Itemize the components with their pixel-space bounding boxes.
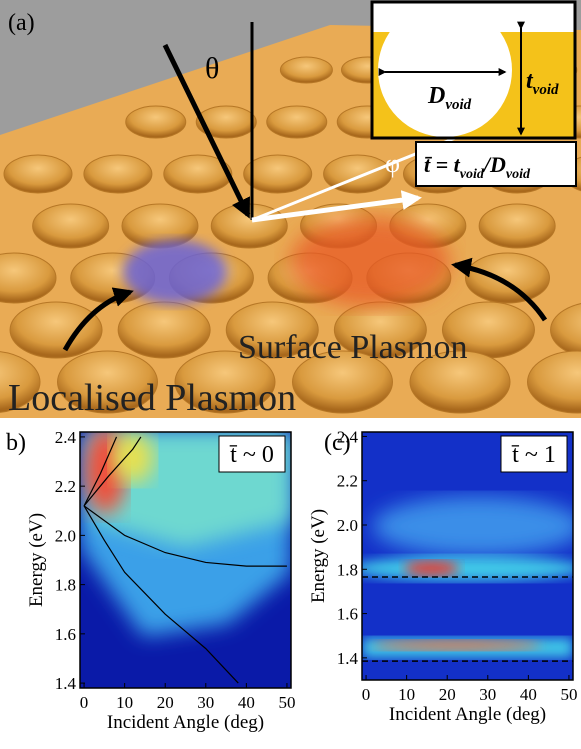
phi-label: φ: [385, 149, 400, 178]
x-axis-label: Incident Angle (deg): [389, 704, 546, 725]
surface-plasmon-label: Surface Plasmon: [238, 329, 467, 366]
x-tick-label: 30: [479, 685, 496, 704]
panel-label: b): [6, 430, 26, 456]
x-tick-label: 30: [197, 693, 214, 712]
dimple: [466, 253, 550, 303]
dimple: [126, 106, 186, 138]
dimple: [4, 155, 72, 193]
y-tick-label: 1.6: [55, 625, 76, 644]
x-axis-label: Incident Angle (deg): [107, 712, 264, 733]
annotation: t̄ ~ 0: [229, 442, 273, 468]
y-tick-label: 1.6: [337, 605, 358, 624]
void: [378, 3, 512, 137]
d-subscript: void: [445, 97, 471, 113]
panel-label: (a): [8, 10, 35, 36]
dimple: [479, 204, 555, 248]
figure: (a) θ φ Dvoid tvoid t̄ = tvoid/Dvoid Sur…: [0, 0, 581, 749]
dimple: [280, 57, 332, 83]
y-tick-label: 1.8: [337, 560, 358, 579]
localised-spot: [123, 240, 227, 304]
y-tick-label: 1.8: [55, 576, 76, 595]
ratio-part: void: [460, 167, 485, 182]
dimple: [118, 302, 210, 358]
localised-plasmon-label: Localised Plasmon: [8, 377, 296, 419]
y-tick-label: 2.0: [55, 526, 76, 545]
annotation: t̄ ~ 1: [511, 442, 555, 468]
heatmap-peak: [373, 640, 542, 650]
dimple: [267, 106, 327, 138]
surface-spot: [290, 217, 450, 307]
y-tick-label: 2.2: [337, 472, 358, 491]
x-tick-label: 0: [362, 685, 371, 704]
dimple: [84, 155, 152, 193]
x-tick-label: 20: [157, 693, 174, 712]
heatmap-peak: [112, 432, 154, 483]
dimple: [33, 204, 109, 248]
y-tick-label: 2.4: [55, 428, 77, 447]
dimple: [10, 302, 102, 358]
theta-label: θ: [205, 52, 219, 85]
y-tick-label: 1.4: [55, 674, 77, 693]
dimple: [244, 155, 312, 193]
chart: 1.4 1.6 1.8 2.0 2.2 2.4 0 10 20 30 40 50 Incident An…: [6, 427, 295, 733]
d-symbol: D: [427, 83, 445, 109]
y-axis-label: Energy (eV): [308, 509, 329, 603]
ratio-part: /D: [482, 152, 506, 177]
x-tick-label: 50: [560, 685, 577, 704]
inset: Dvoid tvoid: [372, 2, 575, 138]
x-tick-label: 10: [398, 685, 415, 704]
panel-label: (c): [324, 430, 351, 456]
ratio-part: t̄ = t: [424, 152, 461, 177]
illustration: (a) θ φ Dvoid tvoid t̄ = tvoid/Dvoid Sur…: [0, 0, 581, 419]
y-tick-label: 2.2: [55, 477, 76, 496]
x-tick-label: 10: [116, 693, 133, 712]
x-tick-label: 0: [80, 693, 89, 712]
x-tick-label: 40: [238, 693, 255, 712]
x-tick-label: 50: [278, 693, 295, 712]
x-tick-label: 40: [520, 685, 537, 704]
heatmap-peak: [404, 561, 459, 576]
y-axis-label: Energy (eV): [26, 513, 47, 607]
heatmap-glow: [373, 496, 581, 556]
t-subscript: void: [533, 82, 559, 98]
x-tick-label: 20: [439, 685, 456, 704]
ratio-part: void: [506, 167, 531, 182]
y-tick-label: 1.4: [337, 649, 359, 668]
y-tick-label: 2.0: [337, 516, 358, 535]
